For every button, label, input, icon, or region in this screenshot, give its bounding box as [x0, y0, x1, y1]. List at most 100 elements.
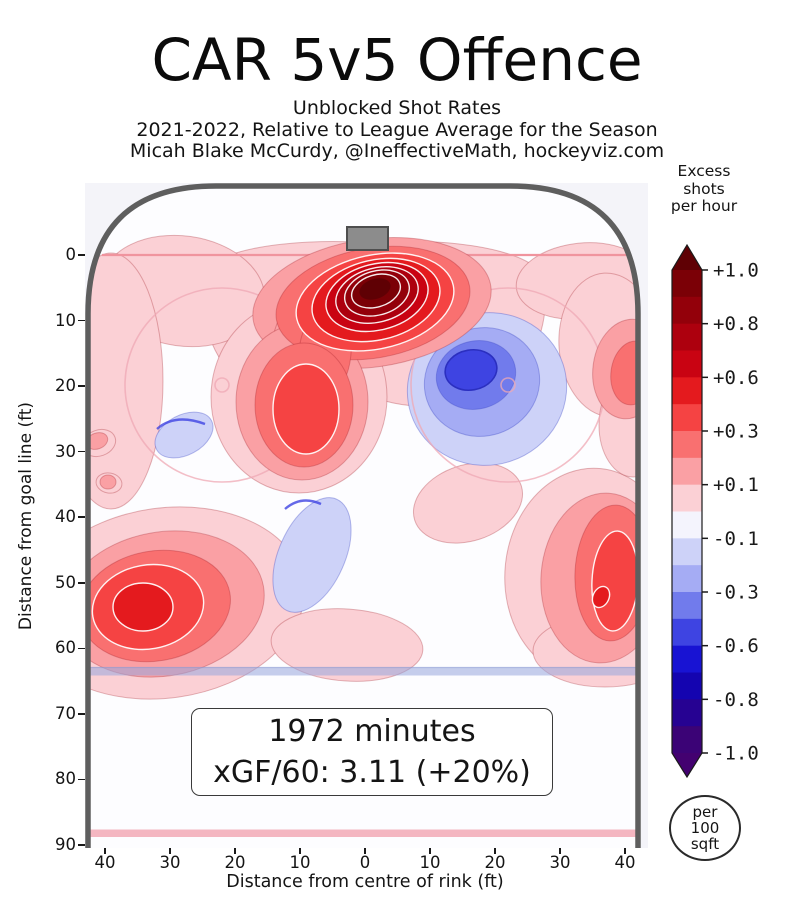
rink-heatmap [85, 183, 648, 848]
y-tick-label: 70 [55, 703, 76, 723]
contour-blob [99, 474, 117, 490]
contour-blob-cold-core [444, 348, 498, 392]
subtitle-season: 2021-2022, Relative to League Average fo… [136, 119, 658, 141]
colorbar-segment [672, 699, 702, 727]
colorbar-segment [672, 618, 702, 647]
colorbar-segment [672, 457, 702, 486]
contour-cold-edge [156, 418, 206, 430]
colorbar-segment [672, 538, 702, 566]
faceoff-dot-right [500, 377, 516, 393]
colorbar-segment [672, 484, 702, 512]
colorbar-tick-label: -0.8 [713, 689, 759, 711]
x-tick-label: 20 [224, 853, 246, 872]
y-tick-mark [78, 713, 85, 715]
contour-blob [272, 363, 340, 455]
x-tick-label: 30 [159, 853, 181, 872]
x-tick-label: 0 [359, 853, 371, 872]
contour-cold-edge [284, 499, 322, 510]
y-tick-mark [78, 319, 85, 322]
colorbar-tick-label: +1.0 [713, 260, 759, 282]
colorbar-segment [672, 645, 702, 673]
stat-box: 1972 minutes xGF/60: 3.11 (+20%) [191, 708, 553, 796]
contour-blob [270, 608, 424, 682]
x-tick-label: 20 [484, 853, 506, 872]
x-tick-label: 10 [419, 853, 441, 872]
colorbar-segment [672, 270, 702, 298]
colorbar-tick-label: -0.6 [713, 635, 759, 657]
x-tick-mark [169, 848, 171, 854]
colorbar-segment [672, 672, 702, 700]
y-tick-label: 80 [55, 769, 76, 789]
colorbar-segment [672, 350, 702, 378]
y-tick-mark [78, 450, 85, 453]
y-tick-label: 30 [55, 441, 76, 461]
colorbar-segment [672, 431, 702, 459]
rink-boards [85, 183, 641, 848]
y-tick-label: 10 [55, 310, 76, 330]
y-tick-label: 60 [55, 638, 76, 658]
blue-line [88, 667, 638, 676]
y-tick-mark [78, 844, 85, 846]
colorbar-unit-badge: per 100 sqft [669, 795, 741, 861]
colorbar-svg: +1.0 +0.8 +0.6 +0.3 +0.1 -0.1 -0.3 -0.6 -0.8 -1.0 [671, 243, 759, 779]
colorbar-tick-label: +0.6 [713, 367, 759, 389]
y-tick-label: 90 [55, 835, 76, 854]
y-axis-label: Distance from goal line (ft) [16, 401, 36, 631]
colorbar: +1.0 +0.8 +0.6 +0.3 +0.1 -0.1 -0.3 -0.6 -0.8 -1.0 [668, 243, 780, 803]
y-tick-mark [78, 581, 85, 584]
colorbar-title: Excess shots per hour [670, 162, 738, 215]
x-tick-mark [429, 848, 431, 854]
goal-net [346, 226, 389, 251]
y-tick-mark [78, 385, 85, 387]
x-tick-mark [299, 848, 301, 854]
x-tick-mark [559, 848, 561, 854]
stat-minutes: 1972 minutes [268, 714, 476, 749]
faceoff-dot-left [214, 377, 230, 393]
contours-blue [154, 312, 568, 613]
y-tick-mark [78, 516, 85, 519]
x-tick-label: 10 [289, 853, 311, 872]
subtitle-shot-type: Unblocked Shot Rates [292, 97, 502, 119]
colorbar-segment [672, 404, 702, 432]
x-tick-label: 30 [549, 853, 571, 872]
far-goal-line [88, 829, 638, 837]
colorbar-tick-label: +0.8 [713, 313, 759, 335]
colorbar-tick-label: +0.3 [713, 421, 759, 443]
colorbar-cap-top [672, 245, 702, 270]
y-tick-label: 20 [55, 376, 76, 396]
colorbar-cap-bottom [672, 753, 702, 777]
page-title: CAR 5v5 Offence [151, 26, 643, 94]
x-axis-label: Distance from centre of rink (ft) [226, 872, 504, 892]
stat-xgf: xGF/60: 3.11 (+20%) [213, 755, 531, 790]
x-tick-mark [234, 848, 236, 854]
colorbar-tick-label: -1.0 [713, 743, 759, 765]
colorbar-segment [672, 377, 702, 405]
contour-blob-cold [154, 411, 214, 459]
contour-blob-cold [272, 497, 352, 613]
colorbar-segment [672, 296, 702, 325]
colorbar-tick-label: +0.1 [713, 474, 759, 496]
x-tick-mark [494, 848, 496, 854]
x-tick-label: 40 [614, 853, 636, 872]
y-tick-mark [78, 647, 85, 650]
y-tick-label: 50 [55, 572, 76, 592]
y-tick-mark [78, 778, 85, 781]
x-tick-mark [104, 848, 106, 854]
colorbar-segment [672, 323, 702, 351]
x-tick-label: 40 [94, 853, 116, 872]
contour-blob [88, 432, 109, 450]
colorbar-tick-label: -0.3 [713, 582, 759, 604]
x-tick-mark [624, 848, 626, 854]
contours-red-hot [91, 252, 638, 651]
contour-peak-dot [591, 585, 611, 609]
x-tick-mark [364, 848, 366, 854]
colorbar-segment [672, 565, 702, 593]
contour-blob [112, 582, 174, 632]
subtitle-credit: Micah Blake McCurdy, @IneffectiveMath, h… [129, 140, 665, 162]
y-tick-label: 40 [55, 507, 76, 527]
contour-blob [88, 252, 164, 510]
y-tick-label: 0 [65, 245, 77, 264]
colorbar-segment [672, 726, 702, 754]
colorbar-segment [672, 592, 702, 620]
